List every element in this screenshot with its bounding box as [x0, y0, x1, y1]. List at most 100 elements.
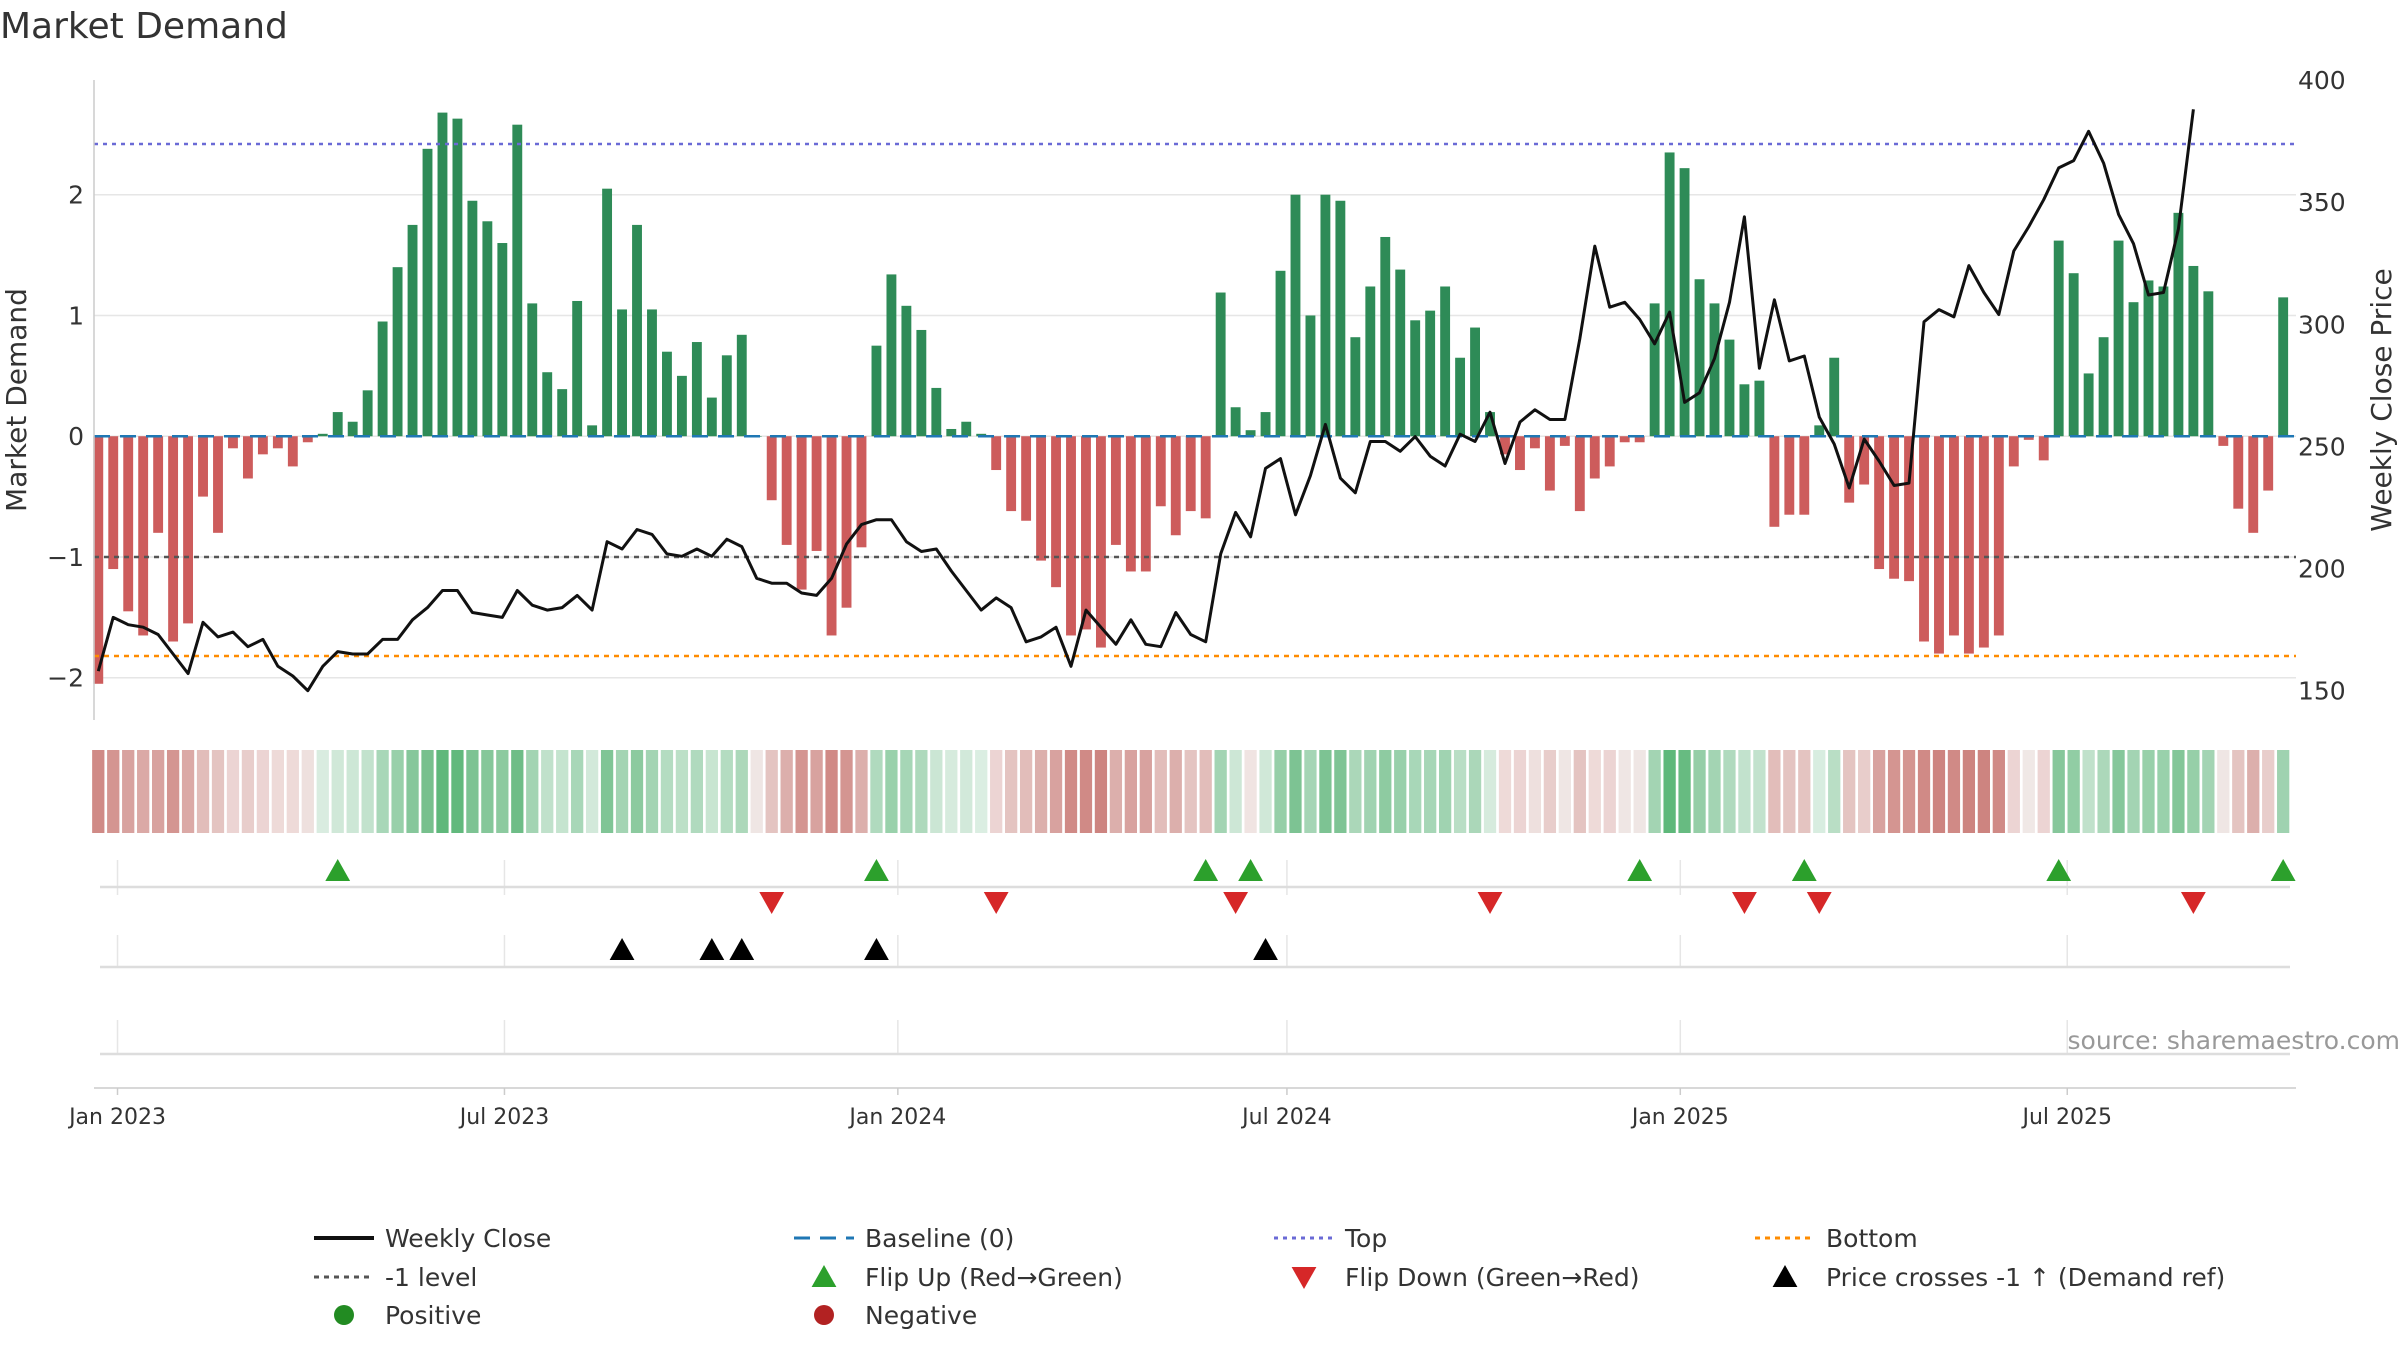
source-note: source: sharemaestro.com	[2068, 1026, 2400, 1055]
demand-bar-115	[1814, 425, 1825, 437]
heat-cell-23	[436, 750, 449, 833]
heat-cell-84	[1349, 750, 1362, 833]
demand-bar-61	[1006, 436, 1017, 512]
heat-cell-3	[137, 750, 150, 833]
demand-bar-123	[1934, 436, 1944, 654]
demand-bar-102	[1619, 436, 1630, 443]
demand-heat-strip	[92, 750, 2290, 833]
flip-down-marker-4	[1732, 892, 1757, 914]
heat-cell-72	[1169, 750, 1182, 833]
heat-cell-117	[1843, 750, 1856, 833]
heat-cell-34	[600, 750, 614, 833]
heat-cell-85	[1364, 750, 1377, 833]
demand-bar-85	[1365, 286, 1376, 437]
right-tick-label-3: 250	[2298, 432, 2346, 461]
heat-cell-143	[2232, 750, 2245, 833]
demand-bar-141	[2203, 291, 2214, 437]
demand-bar-109	[1724, 339, 1735, 437]
demand-bar-39	[676, 375, 687, 437]
heat-cell-5	[166, 750, 180, 833]
demand-bar-64	[1051, 436, 1061, 588]
heat-cell-79	[1274, 750, 1287, 833]
demand-bars	[93, 112, 2289, 684]
legend-label-5: Flip Up (Red→Green)	[865, 1263, 1123, 1292]
heat-cell-15	[316, 750, 329, 833]
demand-bar-9	[228, 436, 238, 449]
demand-bar-49	[826, 436, 837, 636]
demand-bar-13	[287, 436, 298, 467]
heat-cell-105	[1663, 750, 1676, 833]
x-tick-label-4: Jan 2025	[1630, 1105, 1729, 1130]
demand-bar-94	[1500, 436, 1510, 455]
demand-bar-53	[886, 274, 897, 437]
heat-cell-87	[1394, 750, 1407, 833]
heat-cell-47	[795, 750, 808, 833]
heat-cell-88	[1409, 750, 1422, 833]
heat-cell-131	[2052, 750, 2065, 833]
legend-swatch-7	[1772, 1265, 1798, 1287]
demand-bar-68	[1110, 436, 1121, 545]
demand-bar-120	[1889, 436, 1900, 579]
demand-bar-113	[1784, 436, 1795, 515]
demand-bar-103	[1634, 436, 1645, 443]
demand-bar-22	[422, 148, 433, 437]
heat-cell-124	[1947, 750, 1961, 833]
heat-cell-125	[1962, 750, 1976, 833]
legend-label-7: Price crosses -1 ↑ (Demand ref)	[1826, 1263, 2225, 1292]
demand-bar-45	[766, 436, 777, 501]
heat-cell-104	[1648, 750, 1661, 833]
demand-bar-122	[1919, 436, 1929, 642]
demand-bar-38	[662, 351, 672, 437]
heat-cell-137	[2142, 750, 2155, 833]
flip-up-marker-5	[1791, 859, 1817, 881]
heat-cell-46	[780, 750, 793, 833]
legend-swatch-6	[1291, 1267, 1317, 1289]
heat-cell-22	[421, 750, 434, 833]
demand-bar-43	[736, 334, 747, 437]
heat-cell-51	[855, 750, 868, 833]
heat-cell-21	[406, 750, 419, 833]
flip-up-marker-0	[325, 859, 351, 881]
heat-cell-126	[1977, 750, 1991, 833]
heat-cell-110	[1738, 750, 1751, 833]
legend-swatch-9	[814, 1305, 834, 1325]
heat-cell-19	[376, 750, 389, 833]
right-axis-label: Weekly Close Price	[2365, 268, 2398, 531]
demand-bar-5	[168, 436, 179, 642]
heat-cell-38	[660, 750, 674, 833]
demand-bar-137	[2143, 280, 2154, 437]
demand-bar-46	[781, 436, 792, 545]
demand-bar-66	[1081, 436, 1091, 630]
heat-cell-17	[346, 750, 359, 833]
heat-cell-78	[1259, 750, 1272, 833]
heat-cell-26	[481, 750, 494, 833]
heat-cell-86	[1379, 750, 1392, 833]
flip-down-marker-6	[2180, 892, 2206, 914]
demand-bar-75	[1215, 292, 1226, 437]
heat-cell-122	[1917, 750, 1931, 833]
legend-swatch-8	[334, 1305, 354, 1325]
demand-bar-18	[362, 390, 373, 437]
right-tick-label-1: 350	[2298, 188, 2346, 217]
heat-cell-65	[1064, 750, 1078, 833]
right-tick-label-0: 400	[2298, 66, 2346, 95]
heat-cell-8	[211, 750, 225, 833]
heat-cell-37	[645, 750, 659, 833]
heat-cell-119	[1872, 750, 1886, 833]
right-tick-label-4: 200	[2298, 555, 2346, 584]
demand-bar-140	[2188, 265, 2199, 437]
heat-cell-95	[1513, 750, 1527, 833]
demand-bar-97	[1544, 436, 1555, 491]
heat-cell-108	[1708, 750, 1721, 833]
demand-bar-126	[1978, 436, 1989, 648]
demand-bar-58	[961, 421, 972, 437]
heat-cell-114	[1798, 750, 1811, 833]
heat-cell-93	[1483, 750, 1497, 833]
demand-bar-111	[1754, 380, 1765, 437]
heat-cell-112	[1768, 750, 1781, 833]
heat-cell-11	[256, 750, 270, 833]
flip-up-marker-2	[1193, 859, 1219, 881]
heat-cell-102	[1618, 750, 1631, 833]
heat-cell-101	[1603, 750, 1616, 833]
heat-cell-91	[1453, 750, 1467, 833]
